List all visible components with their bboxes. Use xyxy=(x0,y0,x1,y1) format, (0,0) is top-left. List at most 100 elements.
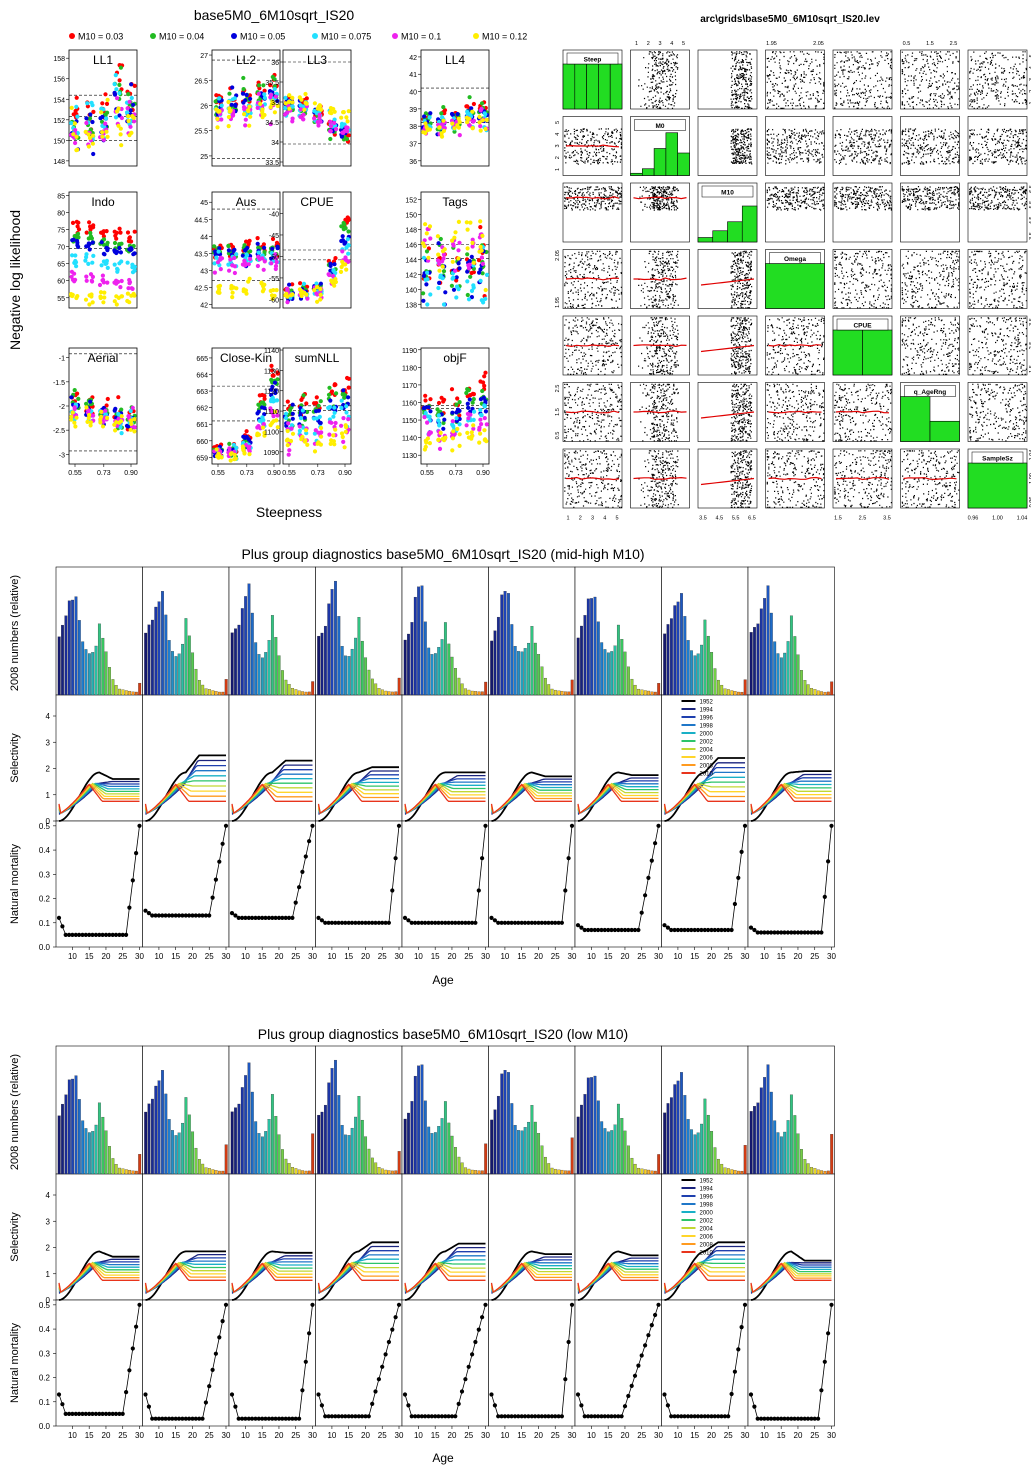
data-point xyxy=(216,455,221,460)
data-point xyxy=(467,95,472,100)
mortality-point xyxy=(506,1414,511,1419)
age-bar xyxy=(650,691,654,696)
mortality-frame xyxy=(228,820,316,948)
data-point xyxy=(318,399,323,404)
age-bar xyxy=(267,640,271,696)
mortality-point xyxy=(712,927,717,933)
age-bar xyxy=(713,668,717,696)
data-point xyxy=(127,247,132,252)
data-point xyxy=(346,395,351,400)
data-point xyxy=(119,115,124,121)
age-bar xyxy=(464,1167,468,1175)
age-bar xyxy=(740,691,744,696)
age-bar xyxy=(164,614,168,696)
data-point xyxy=(303,438,308,443)
data-point xyxy=(112,299,117,304)
data-point xyxy=(272,398,277,403)
age-bar xyxy=(474,1170,478,1175)
scatter-points xyxy=(638,51,679,109)
age-bar xyxy=(720,1163,724,1175)
pairs-left-tick: 2.5 xyxy=(555,385,561,393)
data-point xyxy=(450,276,455,281)
age-bar xyxy=(360,1119,364,1175)
data-point xyxy=(246,241,251,247)
age-bar xyxy=(567,1170,571,1175)
age-tick-label: 20 xyxy=(707,1431,716,1440)
mortality-point xyxy=(582,1414,587,1419)
age-bar xyxy=(700,644,704,696)
mortality-point xyxy=(293,900,298,905)
mortality-point xyxy=(360,920,365,925)
age-bar xyxy=(759,1087,763,1175)
mortality-point xyxy=(553,1414,558,1419)
data-point xyxy=(274,260,279,265)
data-point xyxy=(246,262,251,267)
data-point xyxy=(452,235,457,240)
data-point xyxy=(272,380,278,385)
age-bar xyxy=(380,1168,384,1175)
pairs-cell xyxy=(832,448,893,509)
data-point xyxy=(423,222,428,227)
age-bar xyxy=(91,1131,95,1175)
scatter-points xyxy=(969,128,1027,165)
data-point xyxy=(287,93,292,98)
data-point xyxy=(119,143,124,148)
mortality-point xyxy=(785,930,791,935)
data-point xyxy=(477,249,482,254)
data-point xyxy=(452,129,457,134)
diag-column: 10 15 20 25 30 xyxy=(228,566,317,961)
age-bar xyxy=(111,679,115,696)
age-bar xyxy=(627,1145,630,1175)
data-point xyxy=(272,293,277,298)
age-bar xyxy=(583,1094,587,1175)
data-point xyxy=(128,408,133,414)
data-point xyxy=(465,430,470,435)
mortality-point xyxy=(592,927,597,933)
diag-column: 10 15 20 25 30 xyxy=(55,566,144,961)
data-point xyxy=(129,418,134,423)
mortality-frame xyxy=(315,1299,403,1427)
age-tick-label: 20 xyxy=(448,952,457,961)
pairs-cell: M10 xyxy=(697,182,758,243)
age-bar xyxy=(330,1068,334,1175)
data-point xyxy=(304,101,309,106)
age-bar xyxy=(257,654,261,696)
age-bar xyxy=(460,683,464,696)
data-point xyxy=(105,97,110,102)
y-tick-label: 25.5 xyxy=(194,129,208,136)
mortality-point xyxy=(679,1414,684,1419)
mortality-point xyxy=(606,927,611,933)
age-bar xyxy=(357,617,361,696)
age-tick-label: 25 xyxy=(724,952,733,961)
year-legend-label: 2008 xyxy=(700,1243,714,1249)
pairs-right-tick: 3 xyxy=(1029,78,1031,81)
age-bar xyxy=(657,683,661,696)
data-point xyxy=(344,410,349,415)
y-tick-label: 662 xyxy=(196,406,208,413)
mortality-point xyxy=(752,927,757,933)
age-bar xyxy=(320,1111,324,1175)
mortality-point xyxy=(556,1414,561,1419)
mortality-point xyxy=(706,927,711,933)
mortality-point xyxy=(263,915,268,921)
age-bar xyxy=(330,589,334,696)
data-point xyxy=(269,92,274,97)
data-point xyxy=(286,99,292,104)
age-bar xyxy=(737,1170,740,1175)
mortality-point xyxy=(353,920,358,925)
age-bar xyxy=(134,1170,138,1175)
data-point xyxy=(482,383,487,388)
data-point xyxy=(332,262,337,267)
age-tick-label: 20 xyxy=(188,952,197,961)
pairs-title: arc\grids\base5M0_6M10sqrt_IS20.lev xyxy=(700,14,880,25)
data-point xyxy=(69,395,74,400)
data-point xyxy=(465,109,470,114)
mortality-frame xyxy=(488,820,576,948)
data-point xyxy=(119,278,124,284)
scatter-points xyxy=(564,250,622,309)
data-point xyxy=(290,100,295,105)
data-point xyxy=(275,413,280,418)
mortality-point xyxy=(802,1416,807,1421)
data-point xyxy=(232,247,237,252)
y-tick-label: 39 xyxy=(409,107,417,114)
